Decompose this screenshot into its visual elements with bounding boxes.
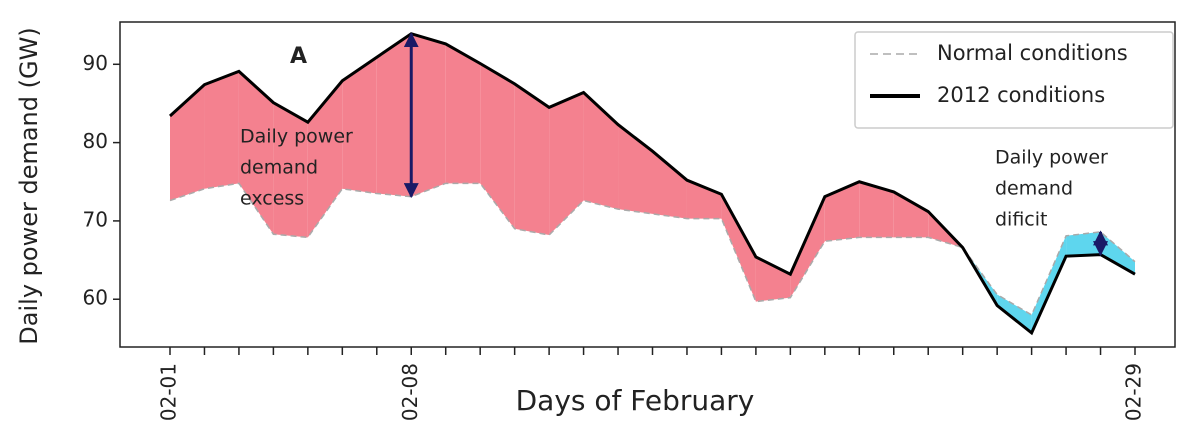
y-tick-label: 80 [83,129,108,153]
panel-label: A [290,44,307,69]
excess-fill [238,71,274,235]
excess-fill [652,151,687,219]
annotation-text: Daily power [995,147,1108,169]
y-axis-label: Daily power demand (GW) [15,27,43,344]
annotation-text: excess [240,188,304,210]
excess-fill [755,256,791,302]
y-tick-label: 70 [83,207,108,231]
excess-fill [583,92,619,210]
excess-fill [859,181,894,238]
excess-fill [307,80,343,238]
excess-fill [273,102,308,238]
excess-fill [893,191,929,238]
annotation-text: demand [240,157,318,179]
excess-fill [170,84,205,201]
deficit-fill [1031,235,1067,333]
excess-fill [721,194,756,302]
x-axis-label: Days of February [516,384,755,417]
excess-fill [618,124,653,214]
excess-fill [411,33,446,197]
annotation-text: demand [995,178,1073,200]
excess-fill [549,92,584,236]
x-tick-label: 02-08 [398,363,422,421]
deficit-fill [1100,231,1135,275]
excess-fill [790,196,825,298]
legend-label: 2012 conditions [937,83,1105,107]
excess-fill [824,181,860,242]
deficit-fill [1066,231,1101,257]
excess-fill [204,71,239,189]
deficit-fill [997,294,1032,333]
x-tick-label: 02-29 [1122,363,1146,421]
excess-fill [342,57,377,194]
y-tick-label: 90 [83,51,108,75]
annotation-text: Daily power [240,126,353,148]
plot-frame [119,21,1176,348]
excess-fill [514,83,550,236]
series-line [168,32,1136,336]
excess-fill [480,63,515,229]
excess-fill [445,43,481,184]
excess-fill [686,180,722,219]
legend-label: Normal conditions [937,41,1128,65]
annotation-text: dificit [995,209,1047,231]
x-tick-label: 02-01 [157,363,181,421]
legend-box [854,31,1174,129]
y-tick-label: 60 [83,286,108,310]
excess-fill [376,33,412,197]
